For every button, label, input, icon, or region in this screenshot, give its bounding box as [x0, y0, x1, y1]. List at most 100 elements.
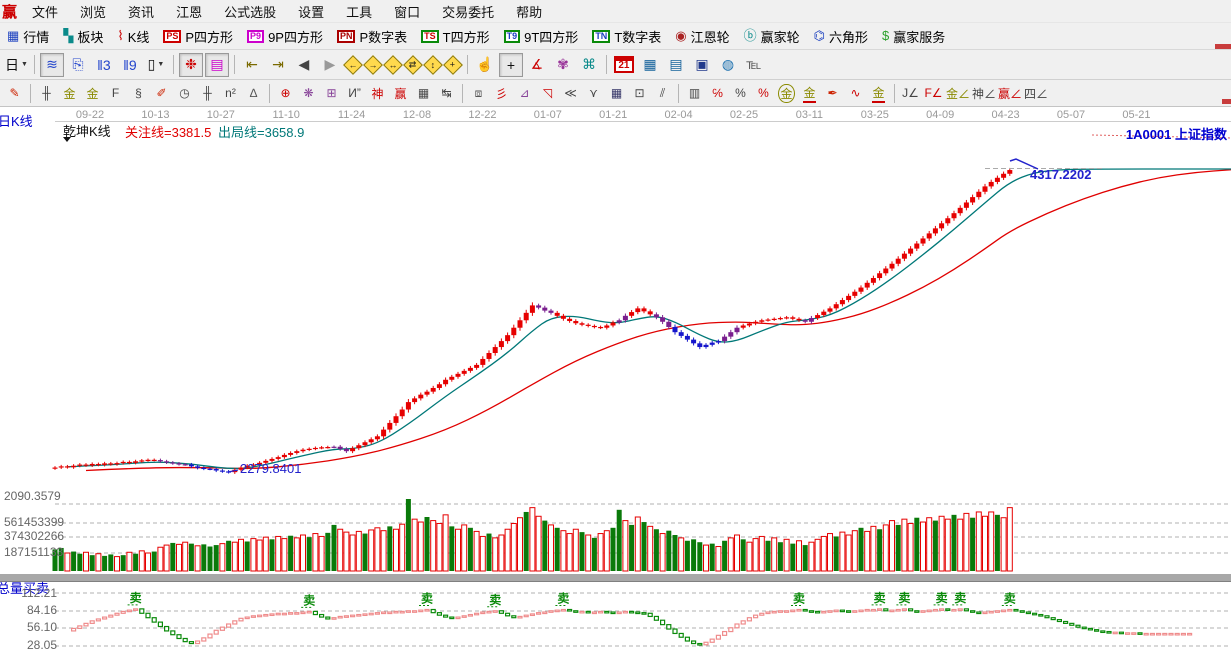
frame-tool[interactable]: ⧈ — [468, 83, 489, 103]
compass-tool[interactable]: ⊕ — [275, 83, 296, 103]
dense-grid-tool[interactable]: ▦ — [606, 83, 627, 103]
star-grid-tool[interactable]: ⊞ — [321, 83, 342, 103]
gold-circle-tool[interactable]: 金 — [776, 83, 797, 103]
span-arrows-tool[interactable]: ↹ — [436, 83, 457, 103]
zigzag-view-button[interactable]: ≋ — [39, 52, 64, 77]
t-square-button[interactable]: TS T四方形 — [414, 27, 496, 46]
menu-item-news[interactable]: 资讯 — [128, 4, 155, 20]
grid-123-tool[interactable]: ▦ — [413, 83, 434, 103]
menu-item-gann[interactable]: 江恩 — [176, 4, 203, 20]
period-day-selector[interactable]: 日 ▼ — [4, 53, 29, 77]
winner-service-button[interactable]: $ 赢家服务 — [875, 27, 952, 46]
gold-wave-tool[interactable]: ∿ — [845, 83, 866, 103]
p-number-button[interactable]: PN P数字表 — [330, 27, 414, 46]
nav-next-button[interactable]: ▶ — [318, 53, 342, 77]
chart-area[interactable]: 09-22 10-13 10-27 11-10 11-24 12-08 12-22 01-07… — [0, 107, 1231, 664]
memo-button[interactable]: ▤ — [664, 53, 688, 77]
menu-item-settings[interactable]: 设置 — [298, 4, 325, 20]
nav-first-button[interactable]: ⇤ — [240, 53, 264, 77]
four-angle-tool[interactable]: 四∠ — [1024, 83, 1048, 103]
wave-analysis-button[interactable]: ⌘ — [577, 53, 601, 77]
percent-line-tool[interactable]: ℅ — [707, 83, 728, 103]
web-button[interactable]: ◍ — [716, 53, 740, 77]
tick-ruler2-tool[interactable]: ╫ — [197, 83, 218, 103]
winner-wheel-button[interactable]: ⓑ 赢家轮 — [737, 27, 807, 46]
calculator-button[interactable]: ▦ — [638, 53, 662, 77]
crosshair-button[interactable]: + — [498, 52, 523, 77]
zoom-left-diamond[interactable]: ← — [343, 54, 363, 75]
ying-angle-tool[interactable]: 赢∠ — [998, 83, 1022, 103]
purple-gann-button[interactable]: ✾ — [551, 53, 575, 77]
menu-item-help[interactable]: 帮助 — [516, 4, 543, 20]
mirror-tool[interactable]: ∆ — [243, 83, 264, 103]
profile-chart-button[interactable]: ▤ — [204, 52, 229, 77]
percent-tool[interactable]: % — [730, 83, 751, 103]
j-angle-tool[interactable]: J∠ — [900, 83, 921, 103]
menu-item-formula[interactable]: 公式选股 — [224, 4, 277, 20]
p9-square-button[interactable]: P9 9P四方形 — [240, 27, 330, 46]
p-square-button[interactable]: PS P四方形 — [156, 27, 240, 46]
kline-type-label[interactable]: 乾坤K线 — [63, 124, 111, 139]
order-button[interactable]: ℡ — [742, 53, 766, 77]
bars3-button[interactable]: ‖3 — [92, 53, 116, 77]
nav-prev-button-icon: ◀ — [298, 56, 310, 72]
gold-ruler-b-tool[interactable]: 金 — [82, 83, 103, 103]
marker-pen-tool[interactable]: ✐ — [151, 83, 172, 103]
save-button[interactable]: ▣ — [690, 53, 714, 77]
gann-fan-tool[interactable]: 彡 — [491, 83, 512, 103]
nav-prev-button[interactable]: ◀ — [292, 53, 316, 77]
calendar-button[interactable]: 21 — [612, 53, 636, 77]
grid-arrow-tool[interactable]: ⊡ — [629, 83, 650, 103]
f-angle-tool[interactable]: F∠ — [923, 83, 944, 103]
fan-box-red-tool[interactable]: ◹ — [537, 83, 558, 103]
menu-item-trade[interactable]: 交易委托 — [442, 4, 495, 20]
gold-line2-tool[interactable]: 金 — [868, 83, 889, 103]
t-number-button[interactable]: TN T数字表 — [585, 27, 668, 46]
time-circle-tool[interactable]: ◷ — [174, 83, 195, 103]
zoom-right-diamond[interactable]: → — [363, 54, 383, 75]
flag-pen-tool[interactable]: ✒ — [822, 83, 843, 103]
chip-distribution-button[interactable]: ❉ — [178, 52, 203, 77]
bars9-button[interactable]: ‖9 — [118, 53, 142, 77]
hexagon-button[interactable]: ⌬ 六角形 — [807, 27, 875, 46]
menu-item-file[interactable]: 文件 — [32, 4, 59, 20]
n-quote-tool[interactable]: И” — [344, 83, 365, 103]
zoom-h-diamond[interactable]: ↔ — [383, 54, 403, 75]
n-squared-tool[interactable]: n² — [220, 83, 241, 103]
kline-type-dropdown-icon[interactable] — [63, 137, 71, 142]
spiral-tool[interactable]: § — [128, 83, 149, 103]
parallel-tool[interactable]: ⫽ — [652, 83, 673, 103]
shen-angle-tool[interactable]: 神∠ — [972, 83, 996, 103]
menu-item-window[interactable]: 窗口 — [394, 4, 421, 20]
menu-item-browse[interactable]: 浏览 — [80, 4, 107, 20]
ying-tool[interactable]: 赢 — [390, 83, 411, 103]
hand-tool-button[interactable]: ☝ — [473, 53, 497, 77]
fan-box-tool[interactable]: ⊿ — [514, 83, 535, 103]
gold-line-tool[interactable]: 金 — [799, 83, 820, 103]
shen-tool[interactable]: 神 — [367, 83, 388, 103]
f-ruler-tool[interactable]: F — [105, 83, 126, 103]
nav-last-button[interactable]: ⇥ — [266, 53, 290, 77]
zoom-v-diamond[interactable]: ↕ — [423, 54, 443, 75]
angle-measure-button[interactable]: ∡ — [525, 53, 549, 77]
gold-angle-tool[interactable]: 金∠ — [946, 83, 970, 103]
quotes-button[interactable]: ▦ 行情 — [0, 27, 56, 46]
scale-chart-tool[interactable]: ▥ — [684, 83, 705, 103]
rays-tool[interactable]: ≪ — [560, 83, 581, 103]
percent-underline-tool[interactable]: % — [753, 83, 774, 103]
zoom-all-diamond[interactable]: + — [443, 54, 463, 75]
gann-wheel-button[interactable]: ◉ 江恩轮 — [668, 27, 736, 46]
star-tool[interactable]: ❋ — [298, 83, 319, 103]
tick-ruler-tool[interactable]: ╫ — [36, 83, 57, 103]
sectors-button[interactable]: ▚ 板块 — [56, 27, 110, 46]
gold-ruler-a-tool[interactable]: 金 — [59, 83, 80, 103]
chart-canvas[interactable]: 09-22 10-13 10-27 11-10 11-24 12-08 12-22 01-07… — [0, 107, 1231, 664]
t9-square-button[interactable]: T9 9T四方形 — [497, 27, 586, 46]
candle-style-button[interactable]: ▯ ▼ — [144, 53, 168, 77]
pen-tool[interactable]: ✎ — [4, 83, 25, 103]
kline-button[interactable]: ⌇ K线 — [110, 27, 156, 46]
vee-tool[interactable]: ⋎ — [583, 83, 604, 103]
info-view-button[interactable]: ⎘ — [66, 53, 90, 77]
menu-item-tools[interactable]: 工具 — [346, 4, 373, 20]
zoom-swap-diamond[interactable]: ⇄ — [403, 54, 423, 75]
